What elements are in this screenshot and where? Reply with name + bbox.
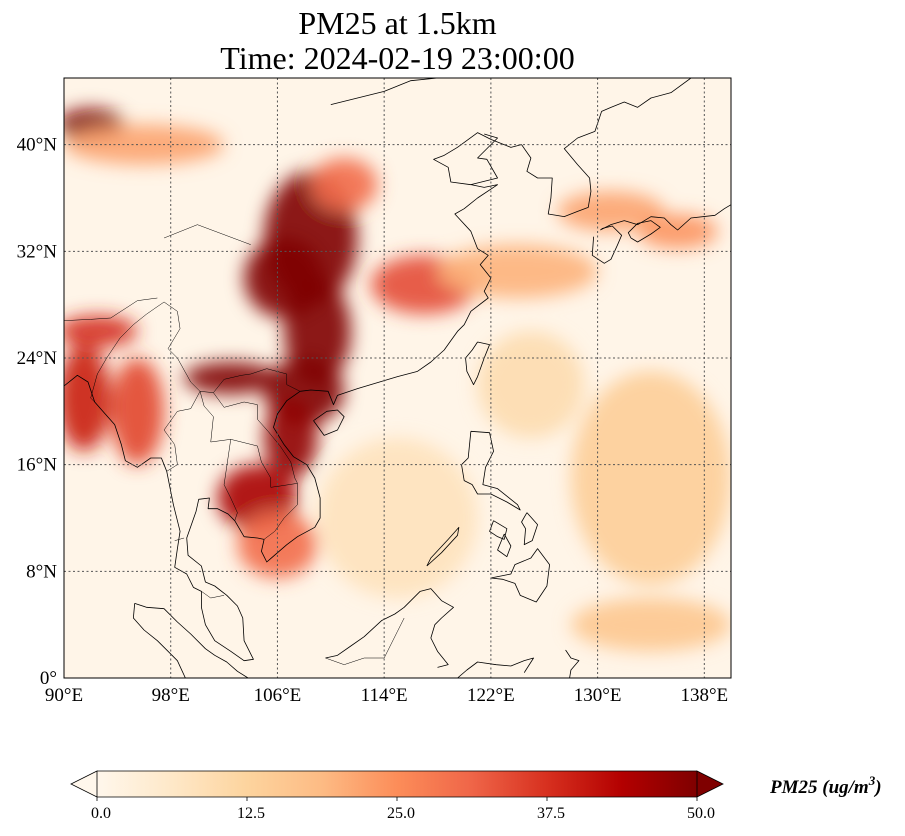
map-subtitle-time: Time: 2024-02-19 23:00:00 — [220, 40, 575, 76]
border-10 — [90, 397, 95, 403]
border-7 — [174, 537, 185, 541]
lon-tick-label: 114°E — [361, 685, 408, 706]
pm25-blob-north-plain — [310, 158, 378, 212]
coastline-14 — [426, 526, 460, 567]
pm25-blob-pacific-south — [570, 598, 731, 652]
map-frame — [63, 77, 732, 679]
colorbar: 0.0 12.5 25.0 37.5 50.0 PM25 (ug/m3) — [70, 770, 882, 822]
coastline-19 — [565, 649, 580, 678]
coastline-7 — [465, 341, 490, 386]
coastline-1 — [300, 184, 498, 406]
border-4 — [213, 392, 298, 484]
colorbar-gradient — [97, 771, 697, 797]
border-11 — [163, 224, 251, 245]
pm25-blob-south-china-sea — [317, 438, 478, 598]
coastlines-borders — [64, 78, 731, 678]
pm25-blob-taiwan-east — [477, 331, 585, 438]
border-1 — [90, 301, 165, 399]
lon-tick-label: 138°E — [680, 685, 728, 706]
coastline-15 — [325, 588, 454, 668]
border-12 — [325, 617, 405, 665]
colorbar-extend-min — [70, 770, 98, 798]
pm25-blob-myanmar-central — [110, 358, 165, 465]
colorbar-label: PM25 (ug/m3) — [769, 773, 882, 798]
map-title: PM25 at 1.5km — [298, 5, 497, 41]
pm25-blob-japan-south — [637, 214, 718, 249]
colorbar-tick-label: 25.0 — [387, 805, 415, 822]
map-panel: 90°E 98°E 106°E 114°E 122°E 130°E 138°E 0° 8°N 16… — [17, 77, 732, 706]
coastline-2 — [64, 374, 321, 662]
border-5 — [223, 439, 238, 521]
coastline-16 — [134, 602, 249, 678]
lat-tick-label: 24°N — [17, 348, 58, 369]
coastline-17 — [132, 603, 186, 678]
coastline-20 — [330, 78, 438, 106]
coastline-11 — [521, 512, 538, 546]
lat-tick-label: 8°N — [26, 561, 57, 582]
coastline-9 — [461, 430, 521, 511]
pm25-blob-east-china-sea-plume — [437, 244, 598, 298]
pm25-blob-pacific-east — [570, 371, 731, 585]
coastline-0 — [433, 132, 522, 186]
colorbar-tick-label: 12.5 — [237, 805, 265, 822]
colorbar-extend-max — [696, 770, 724, 798]
lon-tick-label: 130°E — [574, 685, 622, 706]
border-2 — [64, 297, 158, 321]
coastline-13 — [497, 533, 512, 558]
coastline-5 — [591, 225, 623, 264]
colorbar-ticks: 0.0 12.5 25.0 37.5 50.0 — [91, 797, 715, 822]
axis-ticks: 90°E 98°E 106°E 114°E 122°E 130°E 138°E 0° 8°N 16… — [17, 135, 729, 706]
border-3 — [199, 391, 298, 540]
pm25-blob-inner-mongolia — [64, 124, 225, 165]
coastline-10 — [490, 548, 550, 603]
lat-tick-label: 0° — [40, 668, 57, 689]
coastline-6 — [627, 220, 661, 243]
lat-tick-label: 40°N — [17, 135, 58, 156]
pm25-blob-myanmar-west — [64, 344, 111, 452]
coastline-12 — [489, 520, 508, 540]
border-8 — [201, 591, 225, 599]
lon-tick-label: 98°E — [152, 685, 190, 706]
lat-tick-label: 32°N — [17, 241, 58, 262]
coastline-3 — [521, 78, 692, 218]
pm25-blob-vietnam-laos — [264, 398, 318, 478]
coastline-4 — [600, 190, 731, 231]
coastline-8 — [313, 409, 345, 436]
colorbar-tick-label: 0.0 — [91, 805, 111, 822]
lon-tick-label: 106°E — [254, 685, 302, 706]
coastline-18 — [457, 657, 534, 678]
pm25-blob-hainan-south — [237, 511, 318, 578]
lat-tick-label: 16°N — [17, 455, 58, 476]
lon-tick-label: 90°E — [45, 685, 83, 706]
colorbar-tick-label: 50.0 — [687, 805, 715, 822]
lon-tick-label: 122°E — [467, 685, 515, 706]
pm25-blob-bangladesh — [64, 315, 138, 348]
colorbar-tick-label: 37.5 — [537, 805, 565, 822]
pm25-blob-korea-japan — [557, 191, 665, 232]
gridlines — [64, 78, 731, 678]
